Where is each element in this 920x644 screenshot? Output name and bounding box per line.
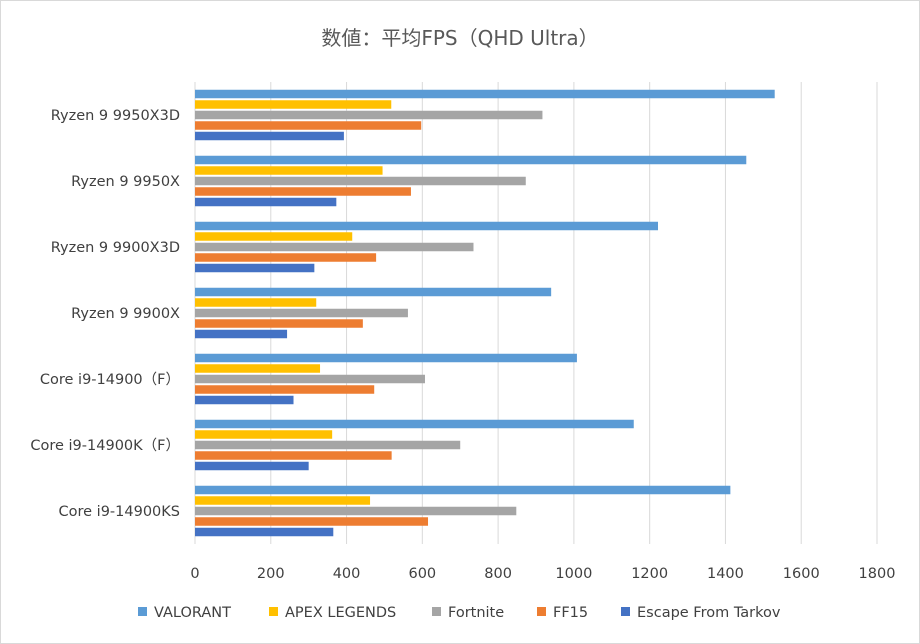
x-tick-label: 0 — [190, 566, 199, 582]
bar-valorant — [195, 353, 577, 363]
bar-fortnite — [195, 110, 543, 120]
bar-escape-from-tarkov — [195, 263, 315, 273]
x-tick-label: 1200 — [631, 566, 668, 582]
bar-valorant — [195, 485, 731, 495]
x-tick-label: 1400 — [707, 566, 744, 582]
bar-valorant — [195, 419, 634, 429]
bar-ff15 — [195, 121, 422, 130]
bar-ff15 — [195, 187, 411, 196]
legend-label: VALORANT — [154, 605, 231, 621]
bar-apex-legends — [195, 100, 392, 109]
legend: VALORANT APEX LEGENDS Fortnite FF15 Escape F… — [138, 605, 781, 621]
bar-ff15 — [195, 451, 392, 460]
bar-ff15 — [195, 319, 363, 328]
bar-apex-legends — [195, 430, 333, 439]
bar-fortnite — [195, 242, 474, 252]
bar-escape-from-tarkov — [195, 527, 334, 537]
bar-ff15 — [195, 385, 375, 394]
category-label: Core i9-14900KS — [59, 504, 181, 520]
bar-apex-legends — [195, 232, 353, 241]
x-tick-label: 800 — [484, 566, 512, 582]
category-label: Ryzen 9 9950X3D — [51, 108, 180, 124]
bar-escape-from-tarkov — [195, 329, 288, 339]
legend-label: FF15 — [553, 605, 588, 621]
legend-label: Escape From Tarkov — [637, 605, 781, 621]
x-tick-label: 1800 — [859, 566, 896, 582]
bar-escape-from-tarkov — [195, 131, 344, 141]
category-label: Ryzen 9 9900X — [71, 306, 180, 322]
x-tick-label: 400 — [333, 566, 361, 582]
bar-escape-from-tarkov — [195, 197, 337, 207]
bar-fortnite — [195, 176, 526, 186]
bar-ff15 — [195, 253, 377, 262]
category-label: Ryzen 9 9950X — [71, 174, 180, 190]
bar-escape-from-tarkov — [195, 395, 294, 405]
bar-valorant — [195, 287, 552, 297]
x-tick-label: 1000 — [555, 566, 592, 582]
bars — [195, 89, 775, 537]
bar-ff15 — [195, 517, 429, 526]
x-tick-label: 600 — [408, 566, 436, 582]
legend-label: APEX LEGENDS — [285, 605, 396, 621]
category-labels: Ryzen 9 9950X3D Ryzen 9 9950X Ryzen 9 9900… — [30, 108, 180, 520]
bar-fortnite — [195, 374, 425, 384]
bar-apex-legends — [195, 166, 383, 175]
bar-escape-from-tarkov — [195, 461, 309, 471]
bar-apex-legends — [195, 364, 321, 373]
bar-valorant — [195, 155, 747, 165]
bar-fortnite — [195, 506, 517, 516]
legend-swatch — [537, 607, 546, 616]
bar-fortnite — [195, 440, 461, 450]
legend-swatch — [621, 607, 630, 616]
x-tick-label: 1600 — [783, 566, 820, 582]
bar-valorant — [195, 221, 659, 231]
legend-swatch — [269, 607, 278, 616]
category-label: Core i9-14900K（F） — [30, 437, 180, 454]
bar-apex-legends — [195, 298, 317, 307]
x-tick-labels: 0 200 400 600 800 1000 1200 1400 1600 1800 — [190, 566, 895, 582]
legend-swatch — [138, 607, 147, 616]
x-tick-label: 200 — [257, 566, 285, 582]
category-label: Core i9-14900（F） — [40, 371, 180, 388]
category-label: Ryzen 9 9900X3D — [51, 240, 180, 256]
legend-label: Fortnite — [448, 605, 504, 621]
bar-apex-legends — [195, 496, 371, 505]
chart-title: 数値：平均FPS（QHD Ultra） — [321, 26, 598, 50]
legend-swatch — [432, 607, 441, 616]
bar-valorant — [195, 89, 775, 99]
bar-fortnite — [195, 308, 408, 318]
